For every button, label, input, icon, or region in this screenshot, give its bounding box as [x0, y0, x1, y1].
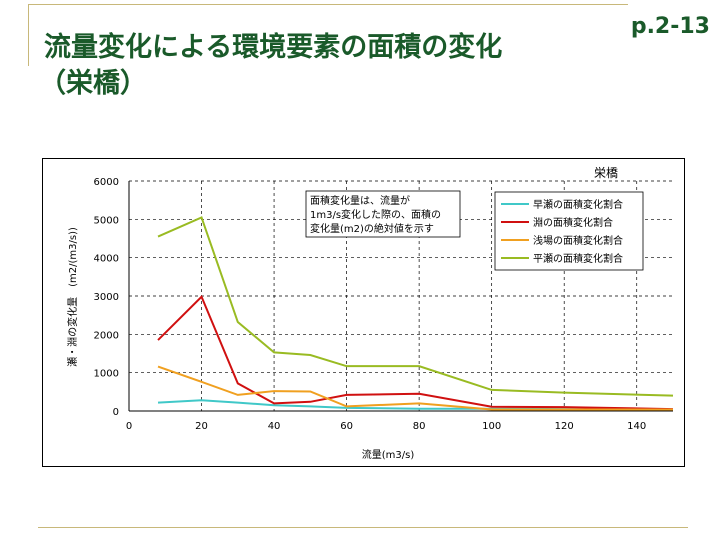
page-number: p.2-13	[630, 14, 710, 39]
y-tick-label: 2000	[94, 330, 119, 341]
y-tick-label: 5000	[94, 215, 119, 226]
accent-line-top	[28, 4, 628, 5]
series-line	[157, 365, 673, 411]
x-tick-label: 0	[126, 421, 132, 432]
y-tick-label: 0	[113, 407, 119, 418]
series-lines	[157, 216, 674, 411]
x-tick-label: 20	[195, 421, 208, 432]
axes	[128, 181, 673, 412]
y-axis-label: 瀬・淵の変化量 (m2/(m3/s))	[66, 227, 79, 367]
annotation-line2: 1m3/s変化した際の、面積の	[310, 208, 441, 221]
chart-frame: 0 20 40 60 80 100 120 140 0 1000 2000 3000 4000 5000 6…	[42, 158, 685, 467]
chart-title: 栄橋	[594, 166, 618, 180]
page-title: 流量変化による環境要素の面積の変化 （栄橋）	[39, 30, 503, 102]
x-tick-label: 120	[555, 421, 574, 432]
x-tick-label: 100	[482, 421, 501, 432]
tick-labels: 0 20 40 60 80 100 120 140 0 1000 2000 3000 4000 5000 6…	[94, 177, 647, 432]
annotation-line1: 面積変化量は、流量が	[310, 194, 410, 207]
line-chart: 0 20 40 60 80 100 120 140 0 1000 2000 3000 4000 5000 6…	[66, 166, 674, 461]
x-axis-label: 流量(m3/s)	[362, 448, 415, 461]
legend-label: 浅場の面積変化割合	[533, 234, 623, 247]
annotation-box: 面積変化量は、流量が 1m3/s変化した際の、面積の 変化量(m2)の絶対値を示…	[305, 190, 461, 238]
legend-label: 早瀬の面積変化割合	[533, 198, 623, 211]
y-tick-label: 4000	[94, 254, 119, 265]
annotation-line3: 変化量(m2)の絶対値を示す	[310, 222, 434, 235]
x-tick-label: 80	[413, 421, 426, 432]
page-title-line2: （栄橋）	[39, 68, 147, 99]
x-tick-label: 140	[627, 421, 646, 432]
y-tick-label: 6000	[94, 177, 119, 188]
series-line	[157, 216, 674, 397]
accent-line-bottom	[38, 527, 688, 528]
accent-line-left	[28, 4, 29, 66]
y-tick-label: 3000	[94, 292, 119, 303]
x-tick-label: 40	[268, 421, 281, 432]
legend-label: 淵の面積変化割合	[533, 216, 613, 229]
y-tick-label: 1000	[94, 369, 119, 380]
page-title-line1: 流量変化による環境要素の面積の変化	[44, 32, 503, 63]
legend-label: 平瀬の面積変化割合	[533, 252, 623, 265]
x-tick-label: 60	[340, 421, 353, 432]
